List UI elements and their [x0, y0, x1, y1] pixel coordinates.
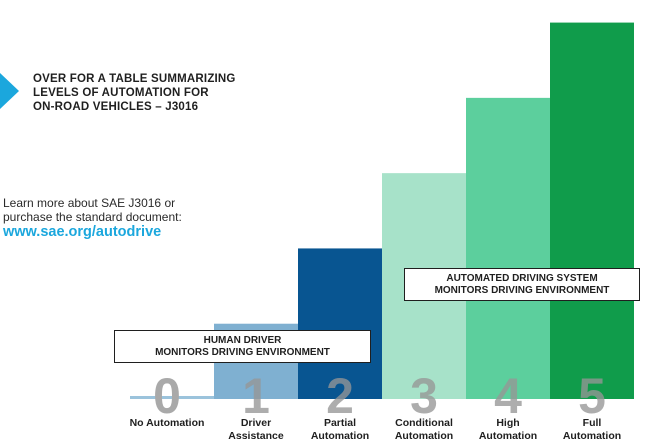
level-number-1: 1 — [242, 368, 270, 424]
level-label-3: Automation — [395, 430, 453, 442]
bar-level-5 — [550, 22, 634, 400]
human-driver-box: HUMAN DRIVER MONITORS DRIVING ENVIRONMEN… — [114, 330, 371, 363]
level-label-1: Driver — [241, 417, 271, 429]
level-number-0: 0 — [153, 368, 181, 424]
callout-line: ON-ROAD VEHICLES – J3016 — [33, 101, 199, 113]
automated-system-box-line: AUTOMATED DRIVING SYSTEM — [446, 273, 598, 284]
level-label-3: Conditional — [395, 417, 453, 429]
bar-level-4 — [466, 97, 550, 400]
automated-system-box: AUTOMATED DRIVING SYSTEM MONITORS DRIVIN… — [404, 268, 640, 301]
level-label-2: Partial — [324, 417, 356, 429]
table-callout-text: OVER FOR A TABLE SUMMARIZING LEVELS OF A… — [33, 72, 293, 114]
human-driver-box-line: MONITORS DRIVING ENVIRONMENT — [155, 347, 330, 358]
learn-more-line: purchase the standard document: — [3, 210, 182, 224]
arrow-right-icon — [0, 73, 19, 109]
level-label-5: Automation — [563, 430, 621, 442]
human-driver-box-line: HUMAN DRIVER — [203, 335, 282, 346]
level-label-0: No Automation — [130, 417, 205, 429]
level-number-3: 3 — [410, 368, 438, 424]
bar-level-0 — [130, 396, 214, 399]
level-number-4: 4 — [494, 368, 522, 424]
level-number-2: 2 — [326, 368, 354, 424]
level-label-4: Automation — [479, 430, 537, 442]
level-label-2: Automation — [311, 430, 369, 442]
learn-more-line: Learn more about SAE J3016 or — [3, 196, 176, 210]
sae-autodrive-link[interactable]: www.sae.org/autodrive — [3, 224, 162, 240]
callout-line: LEVELS OF AUTOMATION FOR — [33, 87, 209, 99]
bar-level-2 — [298, 248, 382, 399]
level-label-1: Assistance — [228, 430, 284, 442]
automated-system-box-line: MONITORS DRIVING ENVIRONMENT — [434, 285, 610, 296]
level-number-5: 5 — [578, 368, 606, 424]
level-label-5: Full — [583, 417, 602, 429]
learn-more-text: Learn more about SAE J3016 or purchase t… — [3, 196, 233, 224]
level-label-4: High — [496, 417, 519, 429]
callout-line: OVER FOR A TABLE SUMMARIZING — [33, 73, 236, 85]
